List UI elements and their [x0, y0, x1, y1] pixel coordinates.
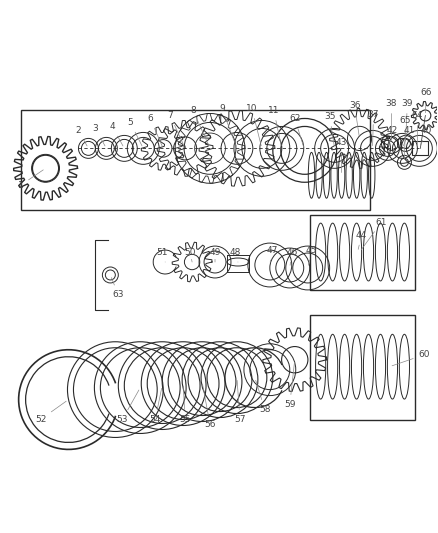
Text: 7: 7	[167, 111, 184, 146]
Text: 54: 54	[149, 389, 162, 424]
Text: 52: 52	[35, 401, 66, 424]
Text: 51: 51	[156, 247, 168, 262]
Text: 4: 4	[110, 122, 123, 146]
Text: 62: 62	[289, 114, 304, 148]
Text: 48: 48	[229, 247, 240, 262]
Text: 45: 45	[306, 246, 318, 265]
Text: 1: 1	[18, 170, 43, 190]
Text: 59: 59	[284, 362, 296, 409]
Text: 41: 41	[403, 126, 415, 146]
Text: 5: 5	[127, 118, 142, 146]
Text: 42: 42	[387, 126, 398, 146]
Text: 63: 63	[111, 278, 124, 300]
Text: 9: 9	[219, 104, 236, 146]
Text: 35: 35	[324, 112, 336, 146]
Text: 3: 3	[92, 124, 105, 146]
Text: 43: 43	[336, 138, 347, 173]
Text: 60: 60	[392, 350, 430, 366]
Text: 50: 50	[184, 247, 196, 262]
Text: 49: 49	[209, 247, 221, 262]
Text: 53: 53	[117, 390, 139, 424]
Text: 38: 38	[386, 99, 397, 141]
Text: 11: 11	[268, 106, 281, 146]
Text: 65: 65	[399, 116, 411, 159]
Text: 56: 56	[202, 384, 216, 429]
Text: 37: 37	[368, 110, 379, 146]
Bar	[310, 215, 415, 290]
Text: 2: 2	[76, 126, 87, 146]
Bar	[413, 141, 428, 155]
Text: 39: 39	[402, 99, 413, 141]
Text: 44: 44	[356, 231, 367, 249]
Text: 58: 58	[256, 381, 271, 414]
Bar	[21, 110, 370, 210]
Text: 55: 55	[179, 386, 191, 424]
Text: 6: 6	[147, 114, 162, 146]
Text: 66: 66	[420, 88, 432, 112]
Text: 61: 61	[361, 217, 387, 250]
Text: 47: 47	[266, 246, 278, 262]
Text: 40: 40	[420, 126, 432, 146]
Text: 10: 10	[246, 104, 261, 146]
Text: 64: 64	[412, 111, 423, 146]
Bar	[310, 315, 415, 419]
Text: 57: 57	[234, 381, 246, 424]
Text: 46: 46	[286, 247, 297, 265]
Text: 36: 36	[349, 101, 360, 136]
Text: 8: 8	[190, 106, 209, 146]
